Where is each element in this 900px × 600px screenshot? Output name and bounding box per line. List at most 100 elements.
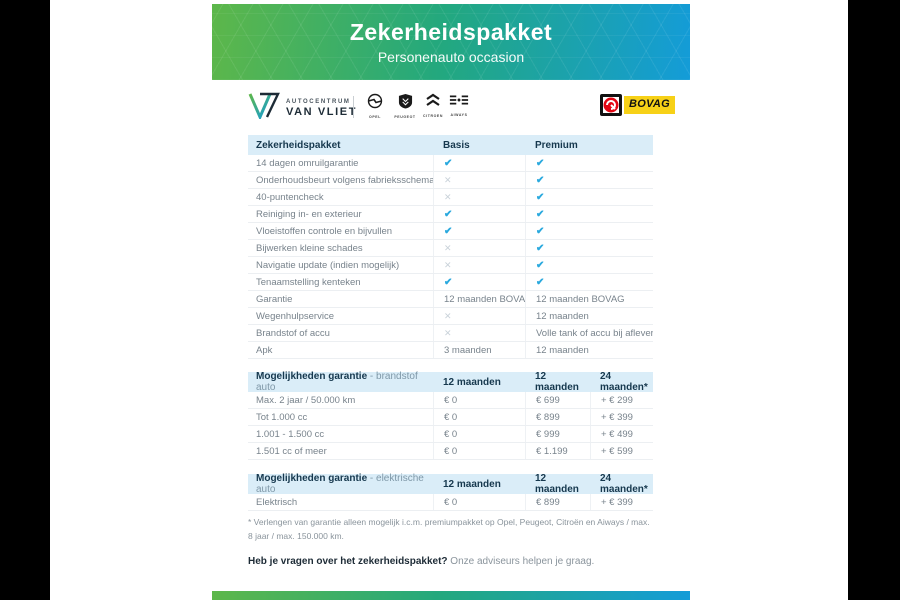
row-value: € 0 [433, 409, 525, 425]
dealer-name-top: AUTOCENTRUM [286, 98, 351, 105]
column-header: 12 maanden [535, 371, 579, 393]
cta-text: Heb je vragen over het zekerheidspakket?… [248, 556, 653, 567]
table-row: Onderhoudsbeurt volgens fabrieksschema ✕ ✔ [248, 172, 653, 189]
fuel-table-body: Max. 2 jaar / 50.000 km € 0 € 699 + € 299 To… [248, 392, 653, 460]
peugeot-label: PEUGEOT [394, 115, 416, 119]
dealer-logo: AUTOCENTRUM VAN VLIET [248, 92, 357, 124]
bovag-logo: BOVAG [600, 94, 676, 116]
column-header: 12 maanden [443, 478, 501, 490]
row-value: + € 399 [590, 494, 653, 510]
check-icon: ✔ [444, 208, 453, 220]
column-header: 24 maanden* [600, 473, 648, 495]
fuel-title-bold: Mogelijkheden garantie [256, 371, 368, 382]
row-value: + € 499 [590, 426, 653, 442]
table-row: Vloeistoffen controle en bijvullen ✔ ✔ [248, 223, 653, 240]
row-value: ✔ [433, 274, 525, 290]
check-icon: ✔ [536, 259, 545, 271]
table-row: Bijwerken kleine schades ✕ ✔ [248, 240, 653, 257]
row-value: ✕ [433, 257, 525, 273]
fuel-warranty-table: Mogelijkheden garantie - brandstof auto … [248, 371, 653, 460]
table-row: 40-puntencheck ✕ ✔ [248, 189, 653, 206]
cta-answer: Onze adviseurs helpen je graag. [447, 556, 595, 567]
check-icon: ✔ [444, 225, 453, 237]
row-label: Vloeistoffen controle en bijvullen [256, 225, 393, 237]
citroen-logo-icon: CITROEN [420, 93, 446, 118]
page-title: Zekerheidspakket [349, 19, 553, 45]
check-icon: ✔ [536, 242, 545, 254]
column-header: 24 maanden* [600, 371, 648, 393]
row-label: Apk [256, 344, 273, 356]
triangle-pattern [212, 4, 690, 80]
row-label: Elektrisch [256, 496, 298, 508]
fuel-table-title: Mogelijkheden garantie - brandstof auto [248, 371, 433, 393]
row-value: ✔ [525, 155, 653, 171]
row-value: ✔ [525, 189, 653, 205]
electric-warranty-table: Mogelijkheden garantie - elektrische aut… [248, 473, 653, 511]
row-value: Volle tank of accu bij aflevering [525, 325, 653, 341]
table-row: Navigatie update (indien mogelijk) ✕ ✔ [248, 257, 653, 274]
row-value: ✕ [433, 325, 525, 341]
row-value: € 1.199 [525, 443, 590, 459]
row-value: 12 maanden [525, 342, 653, 358]
row-label: Garantie [256, 293, 293, 305]
opel-logo-icon: OPEL [362, 93, 388, 119]
row-value: € 0 [433, 426, 525, 442]
row-value: ✔ [433, 206, 525, 222]
table-row: Tot 1.000 cc € 0 € 899 + € 399 [248, 409, 653, 426]
row-label: Tot 1.000 cc [256, 411, 308, 423]
table-row: Reiniging in- en exterieur ✔ ✔ [248, 206, 653, 223]
row-value: € 699 [525, 392, 590, 408]
row-value: ✕ [433, 240, 525, 256]
row-value: ✔ [525, 206, 653, 222]
aiways-logo-icon: AIWAYS [446, 93, 472, 117]
row-label: 14 dagen omruilgarantie [256, 157, 359, 169]
row-value: ✔ [433, 223, 525, 239]
row-value: ✔ [525, 257, 653, 273]
cross-icon: ✕ [444, 191, 452, 202]
cross-icon: ✕ [444, 327, 452, 338]
row-label: Navigatie update (indien mogelijk) [256, 259, 400, 271]
table-row: Brandstof of accu ✕ Volle tank of accu bij… [248, 325, 653, 342]
row-value: + € 399 [590, 409, 653, 425]
electric-title-bold: Mogelijkheden garantie [256, 473, 368, 484]
row-value: 3 maanden [433, 342, 525, 358]
row-label: Wegenhulpservice [256, 310, 334, 322]
column-header: 12 maanden [443, 376, 501, 388]
row-value: € 899 [525, 409, 590, 425]
row-value: ✕ [433, 172, 525, 188]
column-header: 12 maanden [535, 473, 579, 495]
features-table-header: Zekerheidspakket Basis Premium [248, 135, 653, 155]
row-label: Max. 2 jaar / 50.000 km [256, 394, 356, 406]
row-value: ✔ [525, 240, 653, 256]
row-label: Bijwerken kleine schades [256, 242, 363, 254]
row-value: ✔ [525, 223, 653, 239]
electric-table-title: Mogelijkheden garantie - elektrische aut… [248, 473, 433, 495]
check-icon: ✔ [536, 174, 545, 186]
row-value: ✕ [433, 308, 525, 324]
row-value: ✔ [433, 155, 525, 171]
page-subtitle: Personenauto occasion [377, 49, 525, 65]
dealer-name: AUTOCENTRUM VAN VLIET [286, 99, 357, 118]
row-value: € 899 [525, 494, 590, 510]
row-label: 1.001 - 1.500 cc [256, 428, 325, 440]
check-icon: ✔ [536, 276, 545, 288]
row-value: € 0 [433, 494, 525, 510]
fuel-title-light: - brandstof auto [256, 371, 418, 393]
electric-table-body: Elektrisch € 0 € 899 + € 399 [248, 494, 653, 511]
table-row: 1.501 cc of meer € 0 € 1.199 + € 599 [248, 443, 653, 460]
row-label: 40-puntencheck [256, 191, 324, 203]
row-value: € 0 [433, 443, 525, 459]
logo-divider [353, 96, 354, 118]
table-row: Max. 2 jaar / 50.000 km € 0 € 699 + € 299 [248, 392, 653, 409]
column-header: Zekerheidspakket [256, 139, 341, 151]
row-value: € 999 [525, 426, 590, 442]
cta-question: Heb je vragen over het zekerheidspakket? [248, 556, 448, 567]
row-value: + € 299 [590, 392, 653, 408]
features-table: Zekerheidspakket Basis Premium 14 dagen … [248, 135, 653, 359]
row-label: Brandstof of accu [256, 327, 330, 339]
column-header-premium: Premium [535, 139, 578, 151]
footnote: * Verlengen van garantie alleen mogelijk… [248, 517, 650, 541]
row-value: 12 maanden BOVAG [433, 291, 525, 307]
dealer-name-bottom: VAN VLIET [286, 105, 358, 118]
